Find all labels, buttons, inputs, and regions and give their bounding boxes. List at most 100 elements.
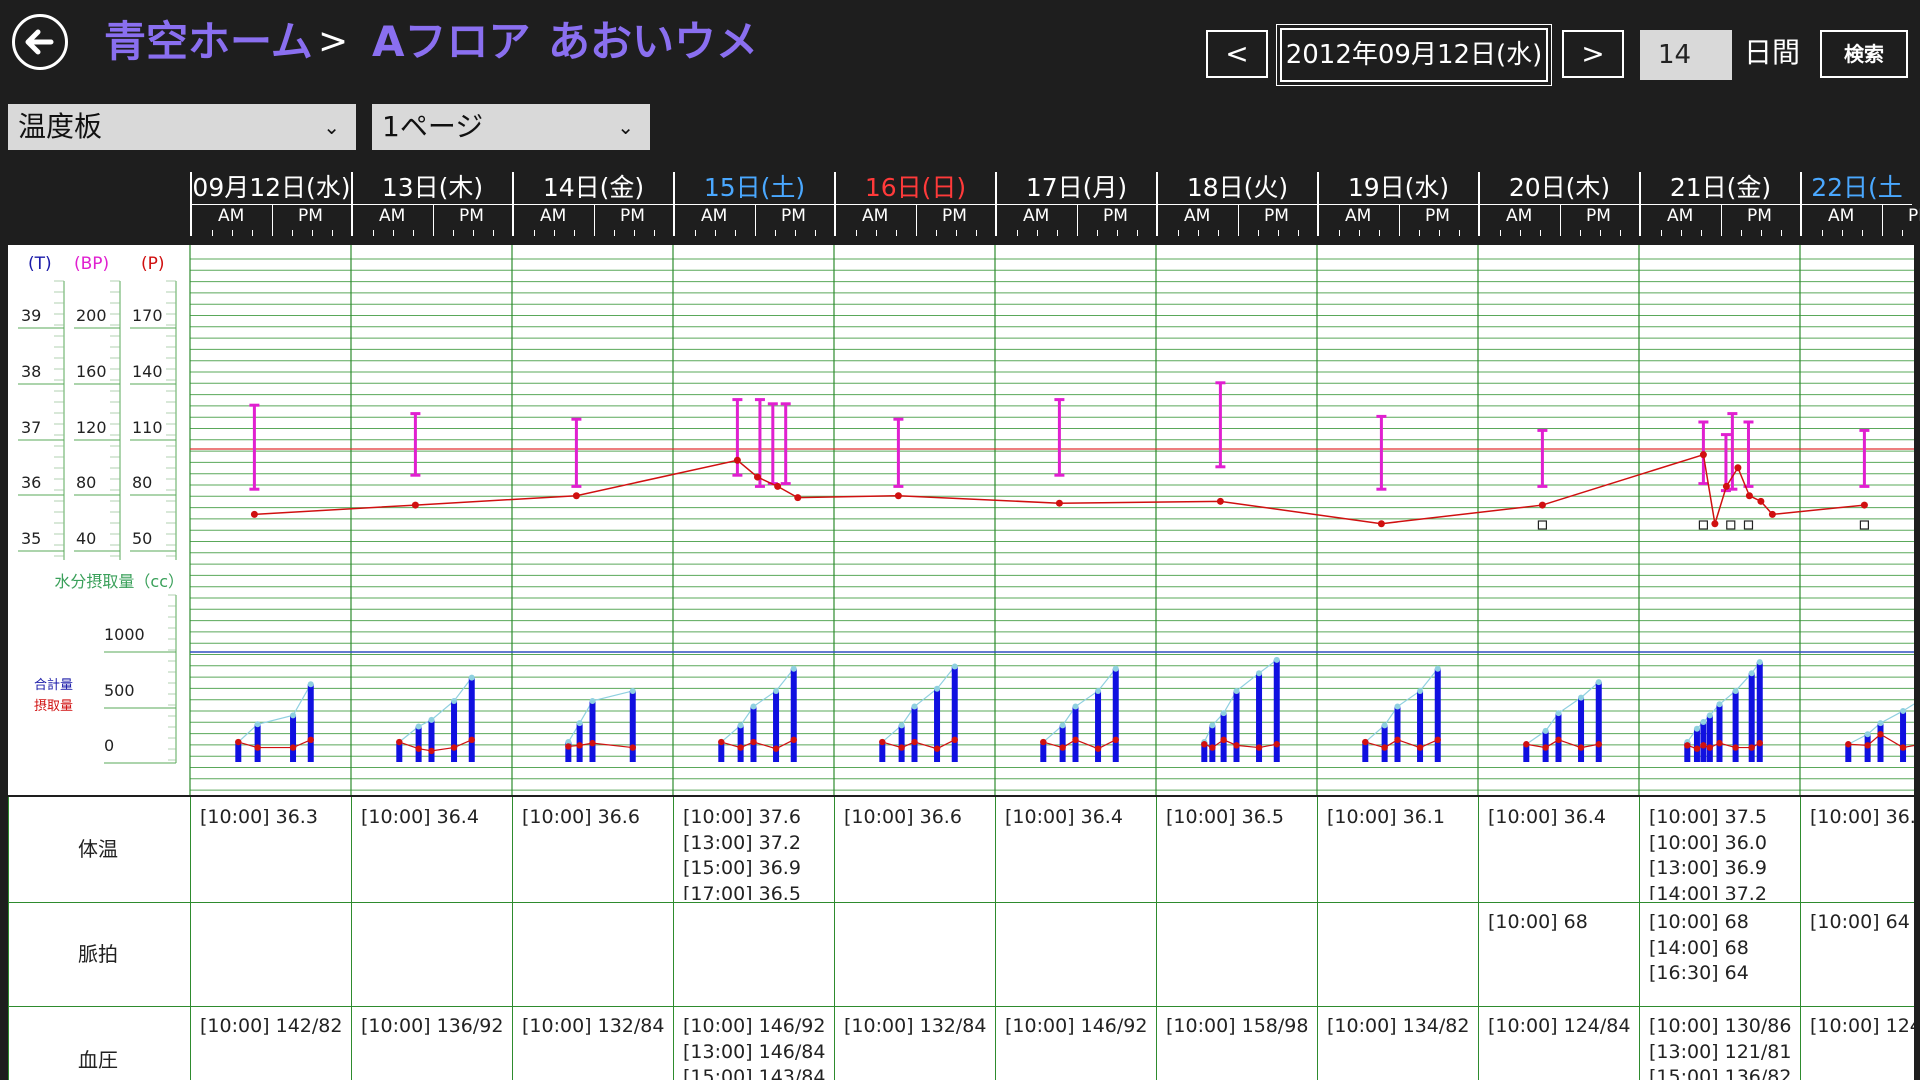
next-date-button[interactable]: >	[1562, 30, 1624, 78]
pm-label: PM	[1908, 206, 1920, 226]
floor-breadcrumb[interactable]: Aフロア	[372, 17, 531, 66]
days-input[interactable]: 14	[1640, 30, 1732, 80]
pulse-point	[1734, 464, 1742, 472]
date-picker-button[interactable]: 2012年09月12日(水)	[1276, 24, 1552, 86]
time-tick	[413, 230, 414, 236]
table-cell: [10:00] 36.4	[361, 806, 479, 828]
time-tick	[1862, 230, 1863, 236]
water-total-point	[1693, 725, 1700, 732]
time-tick	[574, 230, 575, 236]
column-divider	[1478, 797, 1479, 1080]
am-label: AM	[1828, 206, 1855, 226]
pulse-point	[1768, 510, 1776, 518]
day-label: 21日(金)	[1669, 173, 1772, 202]
water-total-line	[237, 684, 312, 743]
water-intake-point	[1072, 736, 1079, 743]
water-total-line	[398, 677, 473, 743]
table-cell: [10:00] 36.4	[1005, 806, 1123, 828]
facility-breadcrumb[interactable]: 青空ホーム	[104, 17, 313, 66]
water-total-bar	[1040, 742, 1047, 762]
water-total-bar	[415, 726, 422, 762]
back-button[interactable]	[12, 14, 68, 70]
water-total-bar	[879, 742, 886, 762]
water-total-bar	[1362, 742, 1369, 762]
pm-label: PM	[1264, 206, 1289, 226]
water-intake-line	[882, 739, 956, 750]
time-tick	[936, 230, 937, 236]
chart-type-select[interactable]: 温度板 ⌄	[8, 104, 356, 150]
days-unit-label: 日間	[1744, 36, 1801, 69]
temp-tick: 35	[21, 529, 41, 548]
water-total-bar	[898, 725, 905, 762]
ampm-divider	[1077, 204, 1078, 236]
water-intake-point	[1732, 744, 1739, 751]
table-cell: [10:00] 130/86 [13:00] 121/81 [15:00] 13…	[1649, 1015, 1792, 1080]
water-total-bar	[1201, 742, 1208, 762]
search-button[interactable]: 検索	[1820, 30, 1908, 78]
prev-date-button[interactable]: <	[1206, 30, 1268, 78]
water-total-bar	[1693, 728, 1700, 762]
water-total-bar	[1877, 723, 1884, 762]
column-divider	[1317, 797, 1318, 1080]
time-tick	[1198, 230, 1199, 236]
water-intake-point	[235, 738, 242, 746]
bp-tick: 120	[76, 418, 107, 437]
water-total-point	[576, 720, 583, 727]
water-intake-point	[468, 736, 475, 743]
time-tick	[1097, 230, 1098, 236]
day-divider	[997, 204, 1156, 205]
water-total-point	[290, 712, 297, 719]
page-select[interactable]: 1ページ ⌄	[372, 104, 650, 150]
water-total-point	[1381, 722, 1388, 729]
water-total-bar	[1700, 722, 1707, 762]
water-total-bar	[1256, 673, 1263, 762]
ampm-divider	[916, 204, 917, 236]
water-total-point	[1706, 712, 1713, 719]
time-tick	[1258, 230, 1259, 236]
water-total-bar	[451, 700, 458, 762]
water-intake-point	[1555, 736, 1562, 743]
pulse-point	[411, 501, 419, 509]
table-cell	[1156, 902, 1317, 1004]
column-divider	[351, 797, 352, 1080]
pulse-point	[1757, 497, 1765, 505]
water-intake-point	[629, 744, 636, 751]
pulse-tick: 170	[132, 306, 163, 325]
water-total-point	[589, 697, 596, 704]
water-tick: 500	[104, 681, 135, 700]
water-total-bar	[951, 666, 958, 762]
time-tick	[614, 230, 615, 236]
ampm-divider	[1399, 204, 1400, 236]
event-marker	[1726, 520, 1736, 530]
water-total-point	[898, 722, 905, 729]
water-total-point	[1273, 656, 1280, 663]
water-total-bar	[307, 684, 314, 762]
back-arrow-icon	[25, 29, 54, 55]
pulse-point	[754, 473, 762, 481]
water-total-point	[1756, 659, 1763, 666]
temp-tick: 37	[21, 418, 41, 437]
table-cell: [10:00] 136/92	[361, 1015, 504, 1037]
day-divider	[675, 204, 834, 205]
time-tick	[1298, 230, 1299, 236]
pm-label: PM	[298, 206, 323, 226]
am-label: AM	[1345, 206, 1372, 226]
water-total-bar	[468, 677, 475, 762]
pm-label: PM	[1425, 206, 1450, 226]
pulse-point	[1699, 451, 1707, 459]
time-tick	[856, 230, 857, 236]
time-tick	[956, 230, 957, 236]
chart-type-value: 温度板	[18, 110, 103, 143]
water-intake-point	[576, 742, 583, 749]
ampm-divider	[433, 204, 434, 236]
row-divider	[8, 1006, 1914, 1007]
water-total-point	[1595, 679, 1602, 686]
day-header-4: 16日(日) AM PM	[834, 172, 995, 236]
water-intake-line	[1365, 739, 1438, 749]
water-intake-line	[238, 739, 311, 749]
column-divider	[673, 797, 674, 1080]
water-intake-point	[898, 744, 905, 751]
water-total-bar	[718, 742, 725, 762]
water-total-point	[1256, 670, 1263, 677]
